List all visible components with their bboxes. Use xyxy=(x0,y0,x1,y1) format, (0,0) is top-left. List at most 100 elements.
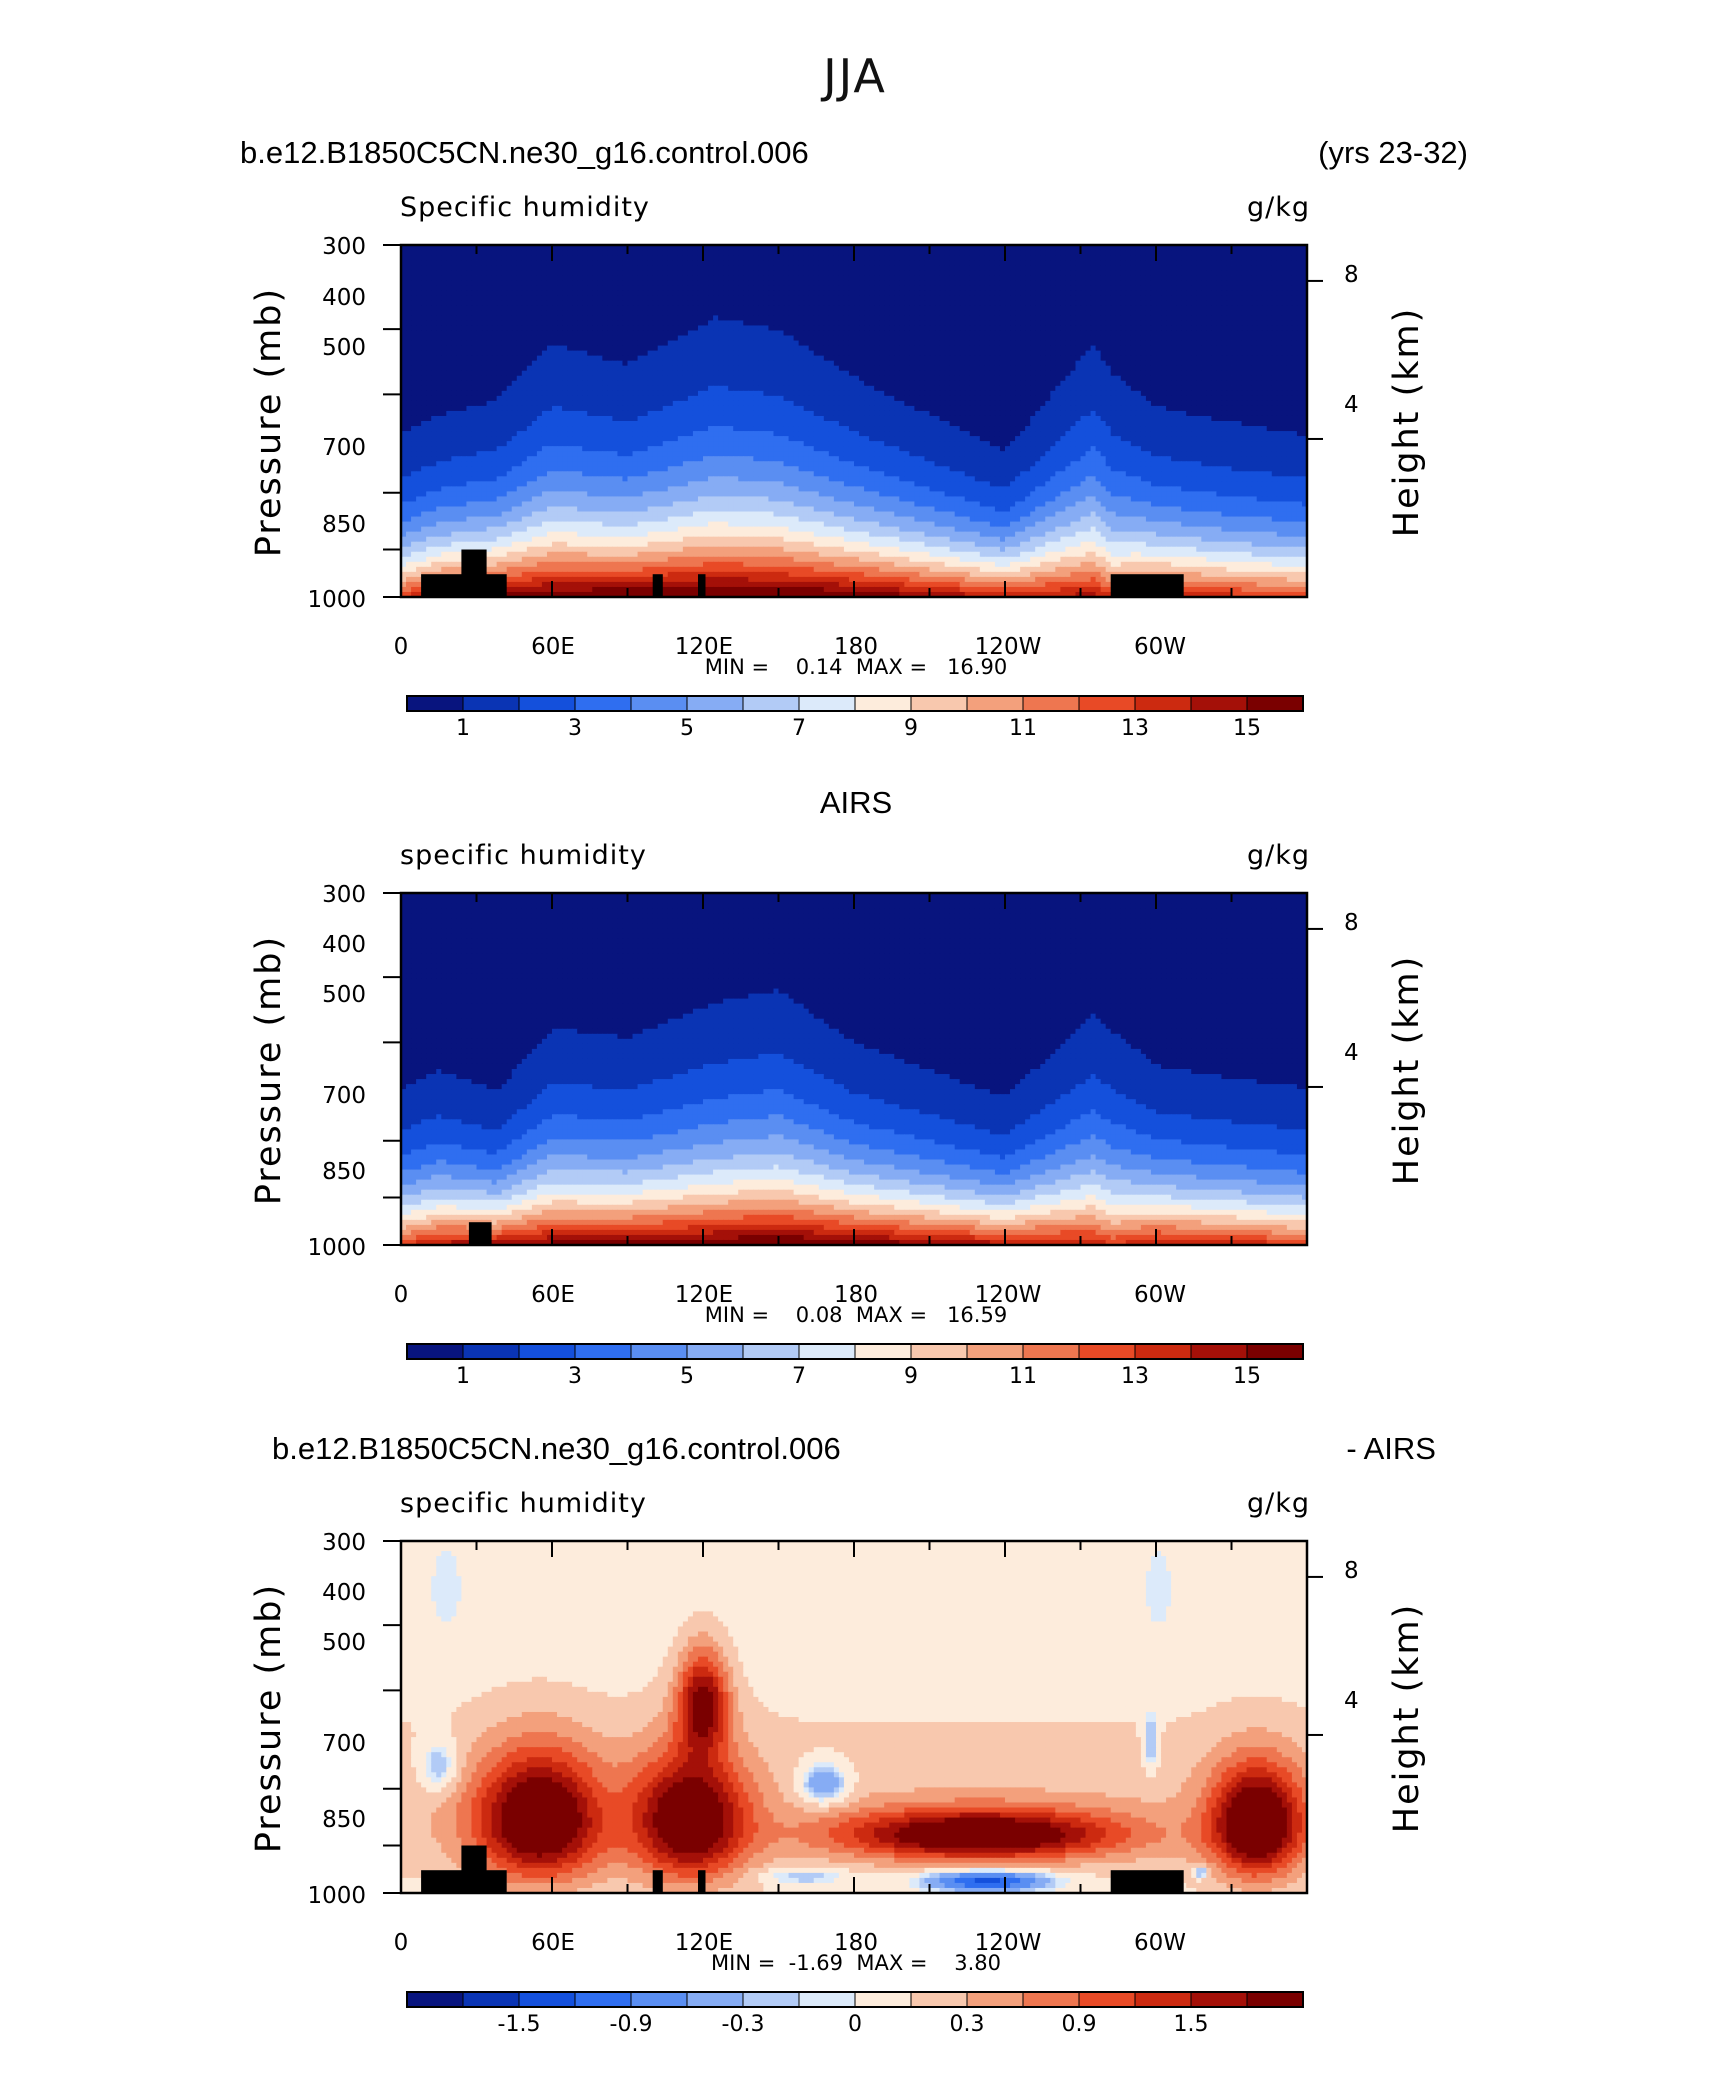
heatmap-cell xyxy=(456,290,462,296)
heatmap-cell xyxy=(768,375,775,382)
heatmap-cell xyxy=(773,335,780,342)
heatmap-cell xyxy=(1296,340,1303,347)
heatmap-cell xyxy=(838,305,845,311)
heatmap-cell xyxy=(753,380,759,387)
heatmap-cell xyxy=(1045,320,1051,327)
heatmap-cell xyxy=(697,370,704,377)
heatmap-cell xyxy=(713,330,719,337)
heatmap-cell xyxy=(476,310,483,316)
heatmap-cell xyxy=(979,350,986,357)
heatmap-cell xyxy=(1060,245,1066,251)
heatmap-cell xyxy=(1070,245,1077,251)
heatmap-cell xyxy=(401,330,407,337)
heatmap-cell xyxy=(854,365,860,372)
heatmap-cell xyxy=(496,345,503,352)
heatmap-cell xyxy=(1221,355,1228,362)
heatmap-cell xyxy=(728,340,734,347)
heatmap-cell xyxy=(1166,290,1172,296)
heatmap-cell xyxy=(949,300,956,306)
heatmap-cell xyxy=(778,355,785,362)
heatmap-cell xyxy=(1055,345,1061,352)
heatmap-cell xyxy=(838,330,845,337)
heatmap-cell xyxy=(697,275,704,281)
heatmap-cell xyxy=(1050,290,1056,296)
heatmap-cell xyxy=(783,345,790,352)
heatmap-cell xyxy=(864,270,870,276)
heatmap-cell xyxy=(421,275,427,281)
heatmap-cell xyxy=(1281,260,1288,266)
heatmap-cell xyxy=(1226,310,1233,316)
heatmap-cell xyxy=(914,330,921,337)
heatmap-cell xyxy=(632,295,639,301)
heatmap-cell xyxy=(1301,340,1308,347)
heatmap-cell xyxy=(597,305,603,311)
heatmap-cell xyxy=(667,355,674,362)
heatmap-cell xyxy=(451,335,457,342)
heatmap-cell xyxy=(667,375,674,382)
heatmap-cell xyxy=(1090,250,1097,256)
heatmap-cell xyxy=(617,330,624,337)
heatmap-cell xyxy=(622,370,629,377)
heatmap-cell xyxy=(572,295,578,301)
heatmap-cell xyxy=(546,260,553,266)
heatmap-cell xyxy=(1030,305,1036,311)
heatmap-cell xyxy=(1135,350,1142,357)
heatmap-cell xyxy=(808,280,815,286)
heatmap-cell xyxy=(1040,260,1046,266)
heatmap-cell xyxy=(677,260,684,266)
heatmap-cell xyxy=(1281,340,1288,347)
heatmap-cell xyxy=(919,255,926,261)
heatmap-cell xyxy=(597,335,603,342)
heatmap-cell xyxy=(1241,285,1248,291)
heatmap-cell xyxy=(582,260,588,266)
heatmap-cell xyxy=(838,275,845,281)
heatmap-cell xyxy=(1166,245,1172,251)
heatmap-cell xyxy=(768,355,775,362)
heatmap-cell xyxy=(884,325,890,332)
heatmap-cell xyxy=(1221,270,1228,276)
heatmap-cell xyxy=(859,305,865,311)
heatmap-cell xyxy=(1266,295,1273,301)
heatmap-cell xyxy=(466,355,473,362)
heatmap-cell xyxy=(1075,345,1082,352)
heatmap-cell xyxy=(1166,325,1172,332)
heatmap-cell xyxy=(979,315,986,322)
heatmap-cell xyxy=(979,325,986,332)
heatmap-cell xyxy=(768,300,775,306)
heatmap-cell xyxy=(1211,335,1217,342)
heatmap-cell xyxy=(703,330,709,337)
heatmap-cell xyxy=(1281,315,1288,322)
heatmap-cell xyxy=(1035,285,1041,291)
heatmap-cell xyxy=(1301,365,1308,372)
heatmap-cell xyxy=(1211,355,1217,362)
heatmap-cell xyxy=(1196,305,1202,311)
heatmap-cell xyxy=(431,275,437,281)
heatmap-cell xyxy=(1030,280,1036,286)
heatmap-cell xyxy=(426,380,432,387)
heatmap-cell xyxy=(718,265,724,271)
heatmap-cell xyxy=(1246,275,1253,281)
heatmap-cell xyxy=(1241,250,1248,256)
heatmap-cell xyxy=(592,275,598,281)
heatmap-cell xyxy=(531,260,538,266)
heatmap-cell xyxy=(723,290,729,296)
heatmap-cell xyxy=(1271,255,1278,261)
heatmap-cell xyxy=(481,300,488,306)
heatmap-cell xyxy=(1231,310,1238,316)
heatmap-cell xyxy=(647,355,654,362)
heatmap-cell xyxy=(909,305,915,311)
heatmap-cell xyxy=(718,280,724,286)
heatmap-cell xyxy=(1075,365,1082,372)
heatmap-cell xyxy=(697,360,704,367)
heatmap-cell xyxy=(833,300,840,306)
heatmap-cell xyxy=(1030,270,1036,276)
heatmap-cell xyxy=(506,305,513,311)
heatmap-cell xyxy=(582,340,588,347)
heatmap-cell xyxy=(889,370,895,377)
heatmap-cell xyxy=(441,285,447,291)
heatmap-cell xyxy=(703,335,709,342)
heatmap-cell xyxy=(1110,255,1117,261)
heatmap-cell xyxy=(1286,255,1293,261)
heatmap-cell xyxy=(969,265,976,271)
heatmap-cell xyxy=(416,335,422,342)
